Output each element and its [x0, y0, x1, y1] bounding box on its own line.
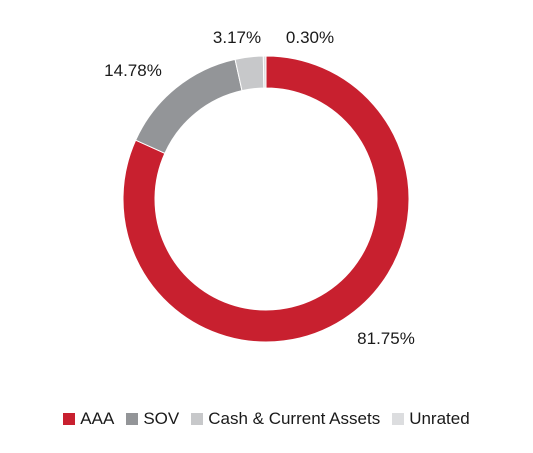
legend-item-cash: Cash & Current Assets: [191, 409, 380, 429]
legend-item-aaa: AAA: [63, 409, 114, 429]
donut-slice-unrated: [262, 55, 267, 89]
legend-label-sov: SOV: [143, 409, 180, 428]
legend-swatch-unrated: [392, 413, 405, 425]
legend-swatch-cash: [191, 413, 204, 425]
donut-slice-aaa: [122, 55, 410, 343]
chart-legend: AAA SOV Cash & Current Assets Unrated: [0, 406, 533, 432]
data-label-aaa: 81.75%: [357, 329, 415, 348]
legend-swatch-aaa: [63, 413, 76, 425]
legend-item-sov: SOV: [126, 409, 179, 429]
data-label-cash: 3.17%: [213, 28, 261, 47]
legend-item-unrated: Unrated: [392, 409, 470, 429]
data-label-unrated: 0.30%: [286, 28, 334, 47]
legend-label-aaa: AAA: [80, 409, 115, 428]
legend-swatch-sov: [126, 413, 139, 425]
legend-label-unrated: Unrated: [409, 409, 470, 428]
legend-label-cash: Cash & Current Assets: [208, 409, 381, 428]
data-label-sov: 14.78%: [104, 61, 162, 80]
